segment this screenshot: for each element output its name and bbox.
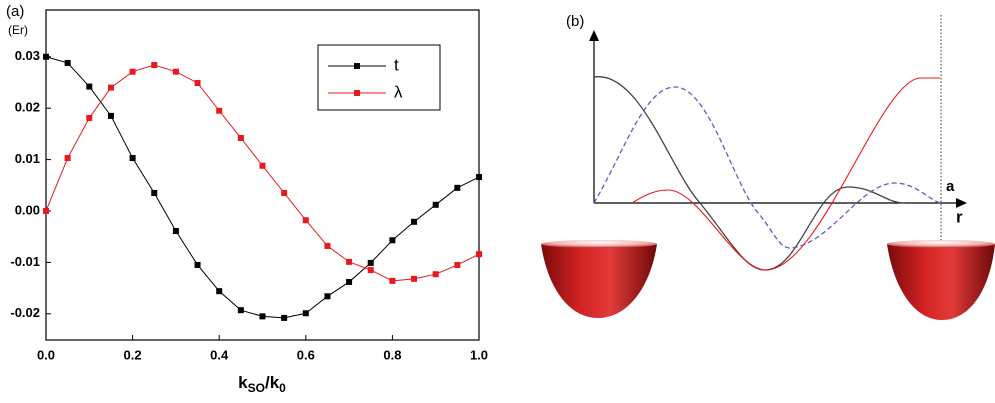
panel-label: (a): [6, 3, 24, 20]
data-point: [411, 218, 418, 225]
potential-well: [887, 244, 995, 320]
legend-label: t: [394, 55, 399, 74]
legend-box: [317, 44, 441, 111]
data-point: [454, 261, 461, 268]
data-point: [302, 217, 309, 224]
data-point: [389, 277, 396, 284]
arrow: [589, 30, 599, 41]
data-point: [346, 258, 353, 265]
data-point: [86, 83, 93, 90]
y-tick-label: 0.02: [15, 100, 40, 115]
x-tick-label: 0.0: [37, 347, 55, 362]
y-unit: (Er): [8, 23, 28, 37]
data-point: [129, 68, 136, 75]
data-point: [389, 237, 396, 244]
curve: [593, 76, 906, 271]
data-point: [86, 114, 93, 121]
x-label-part: k: [238, 373, 248, 392]
data-point: [129, 155, 136, 162]
data-point: [216, 288, 223, 295]
y-tick-label: 0.01: [15, 151, 40, 166]
data-point: [367, 259, 374, 266]
data-point: [64, 155, 71, 162]
data-point: [411, 275, 418, 282]
data-point: [172, 228, 179, 235]
y-tick-label: -0.01: [10, 254, 40, 269]
potential-well: [887, 240, 995, 248]
data-point: [302, 310, 309, 317]
data-point: [43, 53, 49, 60]
legend-label: λ: [394, 82, 403, 101]
legend-marker: [354, 63, 360, 69]
data-point: [432, 201, 439, 208]
data-point: [151, 189, 158, 196]
data-point: [346, 278, 353, 285]
axis-label: a: [946, 178, 955, 195]
data-point: [259, 162, 266, 169]
curve: [593, 86, 941, 249]
data-point: [324, 293, 331, 300]
y-tick-label: 0.00: [15, 202, 40, 217]
data-point: [64, 59, 71, 66]
data-point: [194, 261, 201, 268]
x-tick-label: 0.8: [383, 347, 401, 362]
data-point: [216, 107, 223, 114]
arrow: [956, 198, 967, 208]
data-point: [237, 307, 244, 314]
panel-label: (b): [566, 13, 584, 30]
data-point: [281, 189, 288, 196]
data-point: [476, 174, 482, 181]
data-point: [324, 242, 331, 249]
data-point: [432, 271, 439, 278]
data-point: [43, 207, 49, 214]
panel-a: (a) (Er) kSO/k0 0.0 0.2 0.4 0.6 0.8 1.0 -0.02 -…: [6, 3, 488, 395]
panel-b: (b) r a: [541, 13, 995, 320]
data-point: [281, 314, 288, 321]
x-tick-label: 0.6: [297, 347, 315, 362]
x-tick-label: 0.4: [210, 347, 229, 362]
data-point: [476, 251, 482, 258]
x-label-part: /k: [265, 373, 280, 392]
potential-well: [541, 240, 657, 248]
x-label-part: SO: [248, 381, 265, 395]
potential-well: [541, 244, 657, 318]
data-point: [107, 112, 114, 119]
legend-marker: [354, 90, 360, 96]
data-point: [194, 79, 201, 86]
y-tick-label: 0.03: [15, 48, 40, 63]
data-point: [367, 267, 374, 274]
data-point: [454, 184, 461, 191]
data-point: [107, 84, 114, 91]
data-point: [151, 62, 158, 68]
axis-label: r: [956, 207, 963, 226]
y-tick-label: -0.02: [10, 305, 40, 320]
curve: [631, 77, 940, 271]
x-tick-label: 0.2: [124, 347, 142, 362]
data-point: [259, 313, 266, 320]
x-label-part: 0: [279, 381, 286, 395]
data-point: [172, 68, 179, 75]
x-tick-label: 1.0: [470, 347, 488, 362]
x-axis-label: kSO/k0: [238, 373, 286, 395]
data-point: [237, 134, 244, 141]
